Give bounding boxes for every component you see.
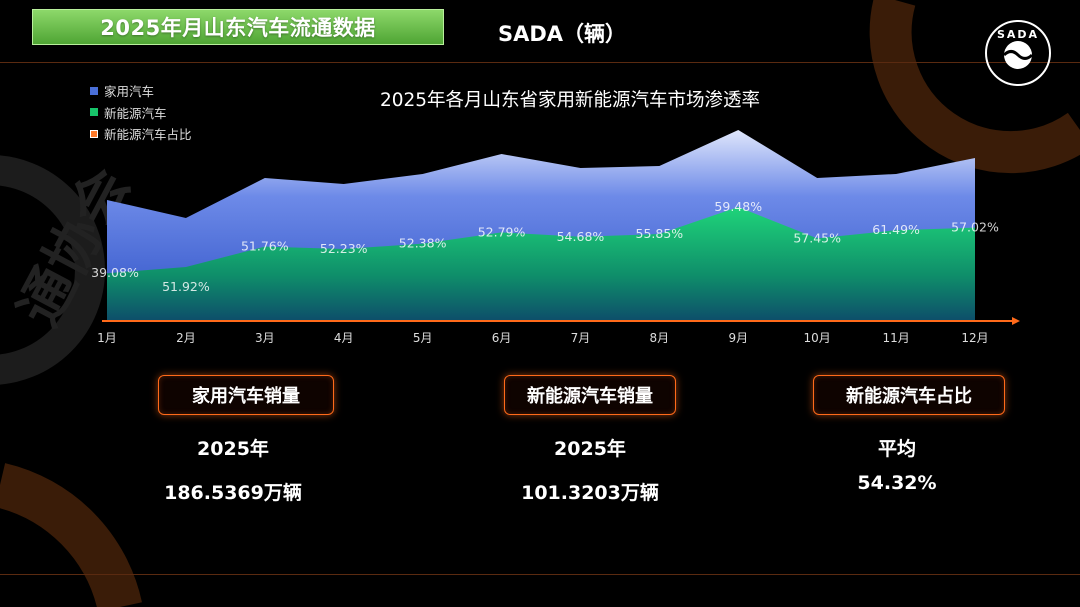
- sada-logo: SADA: [985, 20, 1051, 86]
- legend-item-nev-share: 新能源汽车占比: [90, 123, 192, 145]
- page-title: 2025年月山东汽车流通数据: [32, 9, 444, 45]
- stat-avg-label: 平均: [877, 438, 916, 460]
- stat-year-household: 2025年: [197, 438, 269, 460]
- legend-swatch: [90, 129, 98, 138]
- x-tick-label: 12月: [961, 331, 988, 345]
- x-tick-label: 6月: [492, 331, 512, 345]
- x-tick-label: 4月: [334, 331, 354, 345]
- data-label-nev-share: 39.08%: [91, 265, 139, 280]
- legend-swatch: [90, 108, 98, 117]
- x-tick-label: 8月: [650, 331, 670, 345]
- data-label-nev-share: 61.49%: [872, 222, 920, 237]
- stat-label-nev-sales: 新能源汽车销量: [504, 375, 676, 415]
- chart-title: 2025年各月山东省家用新能源汽车市场渗透率: [379, 90, 761, 111]
- data-label-nev-share: 57.45%: [793, 230, 841, 245]
- data-label-nev-share: 52.38%: [399, 236, 447, 251]
- data-label-nev-share: 54.68%: [557, 229, 605, 244]
- area-nev: [107, 207, 975, 320]
- stat-value-avg-share: 54.32%: [857, 472, 937, 494]
- x-tick-label: 2月: [176, 331, 196, 345]
- data-label-nev-share: 55.85%: [636, 226, 684, 241]
- x-tick-label: 1月: [97, 331, 117, 345]
- legend-item-household: 家用汽车: [90, 80, 192, 102]
- stat-value-nev: 101.3203万辆: [521, 482, 659, 504]
- x-tick-label: 5月: [413, 331, 433, 345]
- x-tick-label: 11月: [882, 331, 909, 345]
- stat-value-household: 186.5369万辆: [164, 482, 302, 504]
- data-label-nev-share: 52.23%: [320, 241, 368, 256]
- legend-item-nev: 新能源汽车: [90, 102, 192, 124]
- data-label-nev-share: 51.92%: [162, 279, 210, 294]
- x-tick-label: 9月: [728, 331, 748, 345]
- area-chart: 1月 2月 3月 4月 5月 6月 7月 8月 9月 10月 11月 12月 39.08% 51.92% 5…: [91, 130, 1020, 345]
- stat-label-household-sales: 家用汽车销量: [158, 375, 334, 415]
- stat-year-nev: 2025年: [554, 438, 626, 460]
- chart-legend: 家用汽车 新能源汽车 新能源汽车占比: [90, 80, 192, 145]
- stat-label-nev-share: 新能源汽车占比: [813, 375, 1005, 415]
- data-label-nev-share: 52.79%: [478, 224, 526, 239]
- data-label-nev-share: 57.02%: [951, 220, 999, 235]
- x-tick-label: 10月: [804, 331, 831, 345]
- legend-swatch: [90, 86, 98, 95]
- unit-title: SADA（辆）: [498, 22, 627, 46]
- data-label-nev-share: 51.76%: [241, 239, 289, 254]
- data-label-nev-share: 59.48%: [714, 199, 762, 214]
- x-tick-label: 3月: [255, 331, 275, 345]
- top-divider: [0, 62, 1080, 63]
- x-tick-label: 7月: [571, 331, 591, 345]
- bottom-divider: [0, 574, 1080, 575]
- x-axis-arrow: [1012, 317, 1020, 325]
